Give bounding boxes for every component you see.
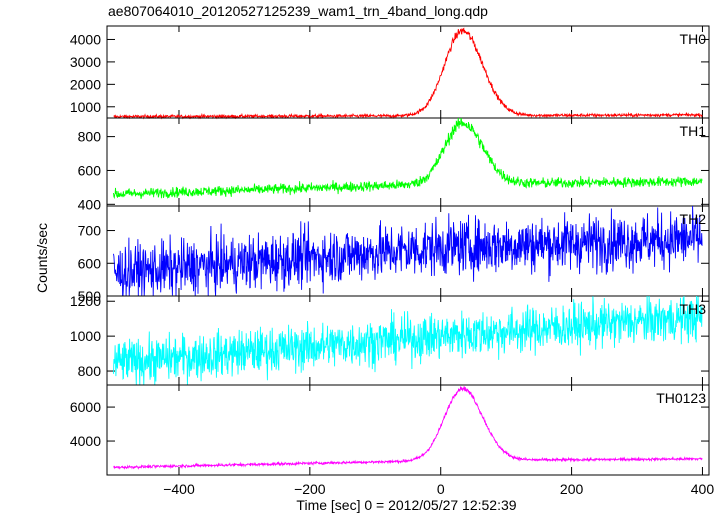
y-tick-label: 1200 (70, 293, 101, 309)
y-tick-label: 600 (78, 255, 102, 271)
series-line-th3 (113, 295, 703, 386)
x-axis-label: Time [sec] 0 = 2012/05/27 12:52:39 (0, 497, 723, 513)
y-tick-label: 1000 (70, 99, 101, 115)
y-tick-label: 800 (78, 129, 102, 145)
x-axis-label-text: Time [sec] 0 = 2012/05/27 12:52:39 (296, 497, 517, 513)
series-label-th0123: TH0123 (656, 390, 706, 406)
series-line-th0 (113, 27, 703, 120)
series-line-th0123 (113, 386, 703, 470)
x-tick-label: −200 (294, 481, 326, 497)
series-label-th0: TH0 (680, 31, 707, 47)
y-tick-label: 700 (78, 223, 102, 239)
y-tick-label: 3000 (70, 54, 101, 70)
series-label-th1: TH1 (680, 123, 707, 139)
y-tick-label: 1000 (70, 328, 101, 344)
y-tick-label: 2000 (70, 76, 101, 92)
panel-frame-th0 (106, 25, 710, 119)
series-line-th2 (113, 205, 703, 297)
y-tick-label: 4000 (70, 433, 101, 449)
series-label-th2: TH2 (680, 211, 707, 227)
panel-frame-th0123 (106, 384, 710, 476)
x-tick-label: 0 (437, 481, 445, 497)
y-tick-label: 800 (78, 363, 102, 379)
chart-title: ae807064010_20120527125239_wam1_trn_4ban… (108, 3, 488, 19)
y-axis-label: Counts/sec (34, 222, 50, 294)
y-tick-label: 6000 (70, 399, 101, 415)
series-line-th1 (113, 117, 703, 200)
y-tick-label: 400 (78, 196, 102, 212)
x-tick-label: 200 (560, 481, 584, 497)
x-tick-label: 400 (691, 481, 715, 497)
y-tick-label: 4000 (70, 31, 101, 47)
y-tick-label: 600 (78, 162, 102, 178)
y-tick-label: 500 (78, 288, 102, 304)
x-tick-label: −400 (163, 481, 195, 497)
series-label-th3: TH3 (680, 301, 707, 317)
